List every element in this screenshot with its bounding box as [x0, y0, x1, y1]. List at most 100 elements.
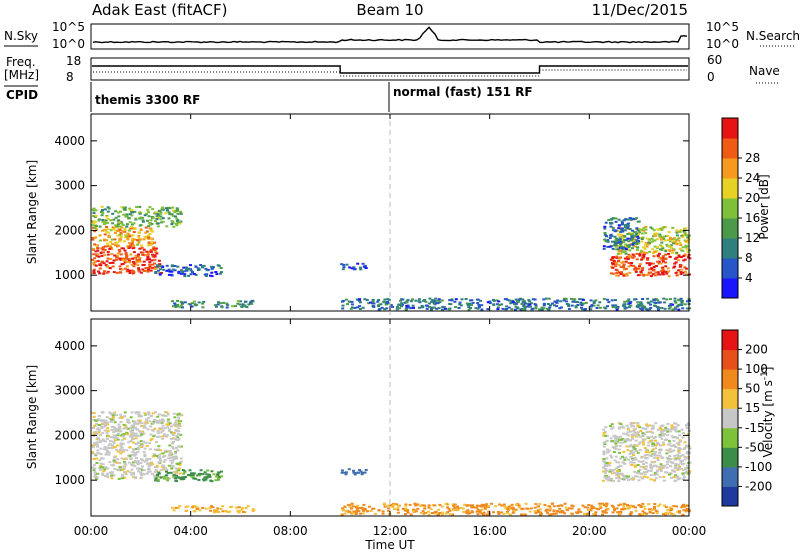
echo-cell	[627, 475, 631, 478]
echo-cell	[580, 306, 583, 309]
echo-cell	[662, 504, 666, 507]
echo-cell	[648, 424, 652, 427]
echo-cell	[666, 239, 670, 241]
echo-cell	[155, 218, 159, 221]
echo-cell	[176, 439, 180, 442]
echo-cell	[514, 308, 517, 311]
echo-cell	[396, 506, 400, 509]
echo-cell	[181, 302, 184, 305]
echo-cell	[125, 431, 129, 434]
echo-cell	[547, 308, 551, 311]
echo-cell	[440, 505, 444, 508]
echo-cell	[110, 477, 114, 480]
echo-cell	[629, 477, 633, 480]
echo-cell	[102, 420, 105, 423]
echo-cell	[342, 509, 346, 512]
echo-cell	[355, 510, 359, 513]
echo-cell	[138, 260, 142, 263]
echo-cell	[91, 237, 95, 240]
echo-cell	[201, 473, 205, 476]
echo-cell	[422, 512, 426, 515]
echo-cell	[170, 223, 174, 226]
echo-cell	[653, 474, 657, 476]
echo-cell	[660, 241, 664, 244]
echo-cell	[655, 232, 659, 235]
echo-cell	[663, 464, 666, 467]
echo-cell	[113, 244, 117, 247]
echo-cell	[218, 302, 222, 305]
echo-cell	[136, 419, 140, 422]
echo-cell	[408, 503, 412, 506]
echo-cell	[623, 257, 627, 260]
echo-cell	[166, 426, 169, 429]
echo-cell	[628, 255, 632, 258]
echo-cell	[208, 507, 212, 510]
echo-cell	[659, 248, 662, 251]
colorbar-swatch	[722, 408, 738, 429]
echo-cell	[181, 306, 184, 309]
echo-cell	[478, 510, 482, 513]
echo-cell	[589, 308, 593, 311]
echo-cell	[510, 506, 514, 509]
echo-cell	[97, 255, 101, 258]
echo-cell	[199, 264, 203, 266]
echo-cell	[138, 422, 142, 425]
echo-cell	[154, 469, 158, 472]
echo-cell	[651, 248, 655, 251]
echo-cell	[122, 213, 126, 216]
echo-cell	[609, 258, 613, 261]
echo-cell	[666, 430, 670, 433]
echo-cell	[159, 212, 163, 215]
echo-cell	[145, 444, 149, 447]
echo-cell	[156, 420, 160, 422]
echo-cell	[649, 478, 653, 481]
echo-cell	[93, 215, 97, 218]
cpid-mode-normal: normal (fast) 151 RF	[393, 85, 533, 99]
echo-cell	[621, 227, 625, 230]
echo-cell	[644, 243, 647, 246]
echo-cell	[209, 479, 213, 482]
echo-cell	[640, 303, 644, 306]
echo-cell	[121, 258, 125, 261]
echo-cell	[605, 451, 609, 454]
echo-cell	[625, 504, 629, 506]
echo-cell	[623, 235, 627, 237]
echo-cell	[602, 451, 606, 454]
echo-cell	[602, 245, 606, 248]
echo-cell	[140, 246, 144, 249]
echo-cell	[162, 460, 166, 463]
echo-cell	[173, 265, 177, 267]
echo-cell	[558, 307, 562, 310]
echo-cell	[344, 473, 348, 476]
echo-cell	[411, 298, 414, 301]
echo-cell	[676, 304, 680, 307]
echo-cell	[645, 453, 649, 456]
echo-cell	[180, 269, 183, 272]
echo-cell	[665, 449, 669, 452]
echo-cell	[350, 300, 354, 303]
echo-cell	[677, 269, 681, 272]
echo-cell	[171, 221, 175, 224]
echo-cell	[604, 240, 608, 243]
echo-cell	[155, 470, 159, 473]
echo-cell	[612, 435, 616, 438]
echo-cell	[91, 444, 95, 447]
echo-cell	[211, 266, 215, 269]
power-ylabel: Slant Range [km]	[25, 160, 39, 264]
echo-cell	[112, 259, 116, 262]
echo-cell	[371, 507, 375, 510]
echo-cell	[177, 272, 181, 275]
echo-cell	[453, 503, 457, 506]
echo-cell	[100, 457, 103, 460]
echo-cell	[659, 307, 663, 310]
echo-cell	[637, 442, 641, 445]
echo-cell	[671, 303, 675, 306]
echo-cell	[116, 252, 120, 255]
echo-cell	[558, 511, 562, 514]
echo-cell	[163, 477, 167, 480]
echo-cell	[680, 301, 684, 304]
echo-cell	[640, 238, 644, 240]
echo-cell	[140, 433, 144, 436]
nsearch-label: N.Search	[746, 29, 800, 43]
echo-cell	[106, 250, 110, 253]
